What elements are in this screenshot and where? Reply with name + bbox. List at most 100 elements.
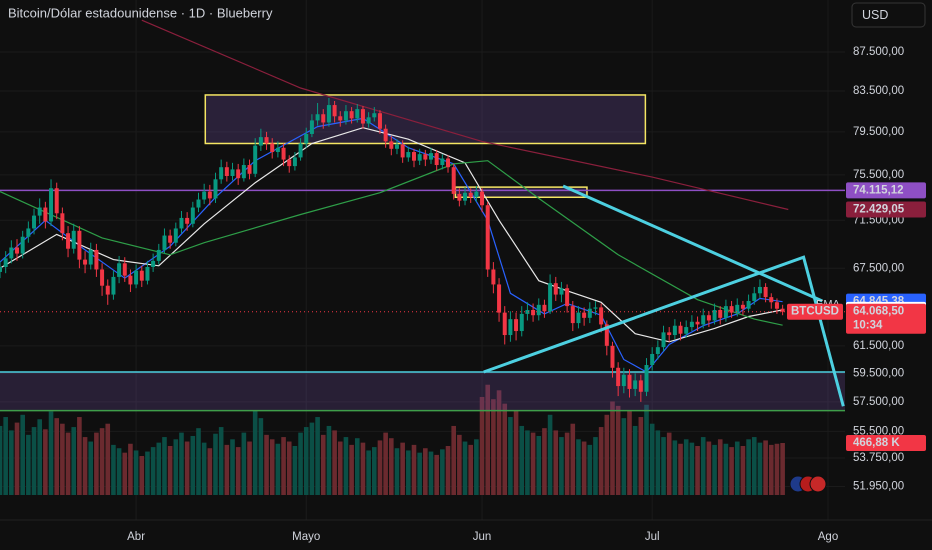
volume-bar bbox=[655, 430, 661, 495]
candle-body bbox=[576, 312, 581, 324]
candle-body bbox=[389, 141, 394, 149]
y-tick-label: 75.500,00 bbox=[853, 169, 904, 181]
volume-bar bbox=[269, 439, 275, 495]
candle-body bbox=[292, 157, 297, 167]
volume-bar bbox=[337, 441, 343, 495]
candle-body bbox=[723, 306, 728, 318]
volume-bar bbox=[706, 441, 712, 495]
candle-body bbox=[32, 215, 37, 229]
symbol-tag-label: BTCUSD bbox=[791, 306, 839, 318]
volume-bar bbox=[20, 414, 25, 495]
volume-bar bbox=[672, 440, 678, 495]
volume-bar bbox=[525, 430, 530, 495]
volume-bar bbox=[60, 423, 65, 495]
volume-bar bbox=[43, 429, 48, 495]
candle-body bbox=[757, 286, 762, 294]
candle-body bbox=[446, 158, 451, 168]
candle-body bbox=[264, 137, 269, 144]
candle-body bbox=[491, 269, 496, 285]
candle-body bbox=[309, 120, 314, 134]
y-tick-label: 53.750,00 bbox=[853, 452, 904, 464]
volume-bar bbox=[632, 425, 638, 495]
volume-bar bbox=[411, 444, 417, 495]
candle-body bbox=[706, 315, 711, 321]
volume-bar bbox=[768, 444, 774, 495]
candle-body bbox=[769, 297, 774, 303]
volume-bar bbox=[751, 437, 757, 495]
volume-bar bbox=[354, 438, 360, 495]
candle-body bbox=[480, 191, 485, 206]
currency-button[interactable]: USD bbox=[851, 2, 926, 28]
event-icons[interactable] bbox=[789, 475, 827, 493]
candle-body bbox=[94, 249, 99, 270]
candle-body bbox=[712, 310, 717, 321]
trend-line bbox=[483, 255, 845, 407]
candle-body bbox=[83, 259, 88, 265]
candle-body bbox=[332, 105, 337, 117]
volume-bar bbox=[309, 422, 315, 495]
price-axis: 87.500,0083.500,0079.500,0075.500,0071.5… bbox=[846, 46, 926, 492]
volume-bar bbox=[37, 419, 42, 495]
y-tick-label: 79.500,00 bbox=[853, 126, 904, 138]
candle-body bbox=[514, 319, 519, 332]
candle-body bbox=[37, 207, 42, 216]
candle-body bbox=[139, 270, 144, 281]
candle-body bbox=[366, 117, 371, 124]
candle-body bbox=[383, 128, 388, 142]
volume-bar bbox=[389, 438, 394, 495]
volume-bar bbox=[689, 442, 695, 495]
candle-body bbox=[525, 310, 530, 314]
candle-body bbox=[644, 365, 649, 392]
zone-rectangle bbox=[204, 94, 647, 145]
candle-body bbox=[582, 312, 587, 318]
y-tick-label: 61.500,00 bbox=[853, 340, 904, 352]
candle-body bbox=[695, 321, 700, 325]
candle-body bbox=[536, 304, 541, 316]
volume-bar bbox=[9, 430, 14, 495]
volume-bar bbox=[298, 432, 303, 495]
volume-bar bbox=[133, 450, 139, 495]
currency-label[interactable]: USD bbox=[862, 8, 888, 22]
volume-bar bbox=[286, 441, 292, 495]
candle-body bbox=[241, 165, 246, 179]
candle-body bbox=[429, 153, 434, 160]
volume-bar bbox=[145, 451, 150, 495]
volume-bar bbox=[179, 432, 184, 495]
volume-bar bbox=[0, 425, 3, 495]
volume-bar bbox=[428, 451, 434, 495]
volume-bar bbox=[122, 452, 128, 495]
candle-body bbox=[553, 283, 558, 295]
candle-body bbox=[258, 137, 263, 146]
candle-body bbox=[684, 327, 689, 334]
y-tick-label: 87.500,00 bbox=[853, 46, 904, 58]
candle-body bbox=[134, 270, 139, 285]
volume-bar bbox=[559, 437, 564, 495]
volume-bar bbox=[48, 411, 54, 495]
volume-bar bbox=[196, 428, 201, 495]
event-icon[interactable] bbox=[809, 475, 827, 493]
volume-bar bbox=[14, 422, 20, 495]
candle-body bbox=[661, 332, 666, 348]
candle-body bbox=[485, 205, 490, 270]
candle-body bbox=[463, 192, 468, 201]
candle-body bbox=[394, 144, 399, 149]
volume-bar bbox=[71, 427, 77, 495]
candle-body bbox=[508, 319, 513, 336]
candle-body bbox=[548, 283, 553, 312]
candle-body bbox=[355, 109, 360, 119]
candle-body bbox=[763, 286, 768, 298]
candle-body bbox=[746, 300, 751, 309]
candle-body bbox=[718, 310, 723, 318]
candle-body bbox=[213, 179, 218, 199]
candle-body bbox=[117, 263, 122, 277]
volume-bar bbox=[213, 433, 218, 495]
volume-bar bbox=[780, 442, 785, 495]
volume-bar bbox=[644, 404, 649, 495]
volume-bar bbox=[406, 450, 411, 495]
candle-body bbox=[372, 113, 377, 118]
volume-bar bbox=[638, 417, 644, 495]
volume-bar bbox=[88, 441, 94, 495]
volume-bar bbox=[207, 448, 213, 495]
candle-body bbox=[497, 284, 502, 313]
candle-body bbox=[287, 159, 292, 167]
